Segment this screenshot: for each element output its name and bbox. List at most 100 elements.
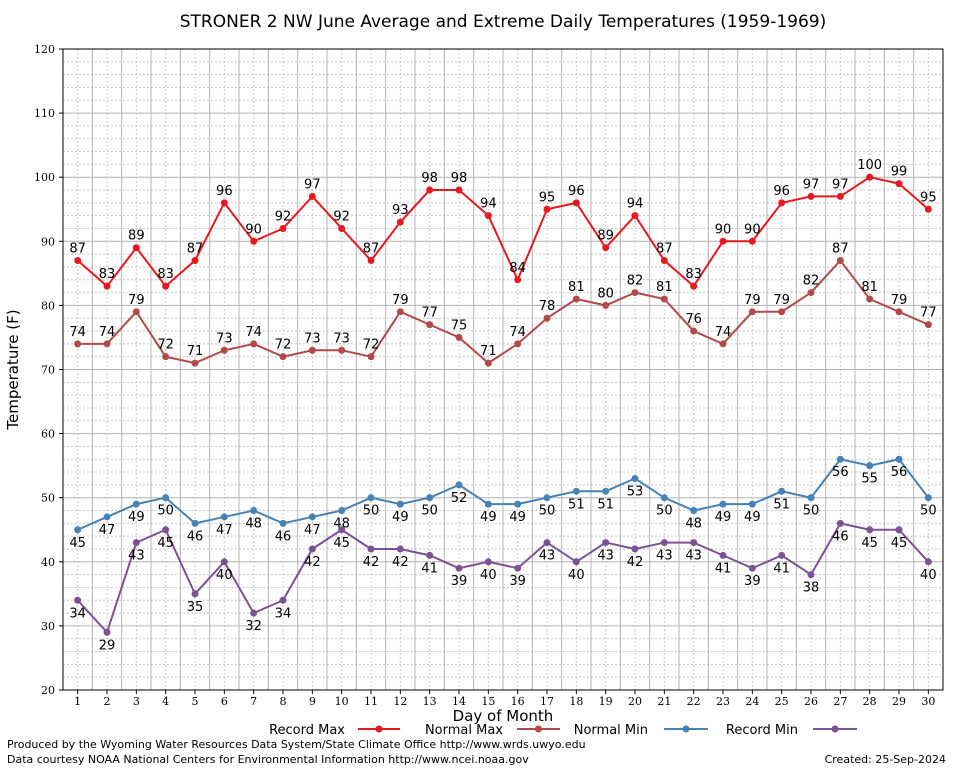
data-label-3: 43 — [128, 549, 145, 564]
data-label-2: 49 — [128, 510, 145, 525]
data-point-3 — [572, 558, 580, 566]
data-point-0 — [308, 192, 316, 200]
data-point-2 — [308, 513, 316, 521]
data-label-2: 50 — [421, 504, 438, 519]
x-tick-label: 22 — [687, 695, 701, 708]
data-point-2 — [807, 494, 815, 502]
data-label-0: 95 — [539, 190, 556, 205]
data-label-2: 49 — [744, 510, 761, 525]
data-label-3: 43 — [685, 549, 702, 564]
data-label-3: 29 — [99, 638, 116, 653]
data-label-3: 42 — [392, 555, 409, 570]
x-tick-label: 25 — [775, 695, 789, 708]
data-point-1 — [748, 308, 756, 316]
x-tick-label: 17 — [540, 695, 554, 708]
data-point-2 — [103, 513, 111, 521]
y-tick-label: 40 — [41, 556, 55, 569]
data-point-0 — [220, 199, 228, 207]
data-label-2: 51 — [568, 497, 585, 512]
legend-label-1: Normal Max — [425, 723, 503, 738]
y-tick-label: 120 — [34, 43, 55, 56]
data-point-1 — [514, 340, 522, 348]
legend-marker-3 — [831, 725, 839, 733]
data-label-2: 47 — [99, 523, 116, 538]
data-point-1 — [660, 295, 668, 303]
data-point-3 — [602, 539, 610, 547]
data-label-2: 46 — [275, 529, 292, 544]
data-point-0 — [426, 186, 434, 194]
data-point-3 — [338, 526, 346, 534]
data-point-0 — [455, 186, 463, 194]
y-tick-label: 80 — [41, 299, 55, 312]
data-label-2: 50 — [920, 504, 937, 519]
data-label-1: 79 — [392, 293, 409, 308]
data-label-1: 77 — [920, 306, 937, 321]
data-point-0 — [895, 180, 903, 188]
data-label-1: 79 — [744, 293, 761, 308]
data-label-0: 97 — [832, 177, 849, 192]
data-point-2 — [162, 494, 170, 502]
data-point-0 — [631, 212, 639, 220]
data-label-0: 87 — [187, 242, 204, 257]
data-label-1: 73 — [216, 331, 233, 346]
data-label-2: 53 — [627, 484, 644, 499]
data-point-2 — [367, 494, 375, 502]
data-point-1 — [572, 295, 580, 303]
data-point-2 — [514, 500, 522, 508]
data-label-3: 45 — [157, 536, 174, 551]
data-label-1: 80 — [597, 286, 614, 301]
x-tick-label: 8 — [280, 695, 287, 708]
x-tick-label: 23 — [716, 695, 730, 708]
data-point-1 — [220, 346, 228, 354]
data-point-3 — [866, 526, 874, 534]
data-label-1: 72 — [275, 338, 292, 353]
data-label-3: 45 — [333, 536, 350, 551]
data-label-1: 74 — [715, 325, 732, 340]
data-label-2: 56 — [891, 465, 908, 480]
chart-title: STRONER 2 NW June Average and Extreme Da… — [180, 12, 826, 32]
x-tick-label: 21 — [657, 695, 671, 708]
data-label-3: 41 — [773, 561, 790, 576]
data-point-2 — [690, 507, 698, 515]
data-label-0: 99 — [891, 165, 908, 180]
data-label-3: 43 — [656, 549, 673, 564]
data-point-0 — [162, 282, 170, 290]
data-point-2 — [191, 519, 199, 527]
data-label-3: 39 — [509, 574, 526, 589]
data-point-1 — [690, 327, 698, 335]
legend-label-3: Record Min — [726, 723, 798, 738]
data-point-1 — [807, 289, 815, 297]
x-tick-label: 26 — [804, 695, 818, 708]
data-point-3 — [924, 558, 932, 566]
x-tick-label: 12 — [393, 695, 407, 708]
data-label-0: 89 — [597, 229, 614, 244]
data-label-3: 41 — [715, 561, 732, 576]
x-tick-label: 30 — [921, 695, 935, 708]
data-point-2 — [602, 487, 610, 495]
data-point-3 — [191, 590, 199, 598]
data-point-0 — [748, 237, 756, 245]
data-point-0 — [484, 212, 492, 220]
data-point-0 — [396, 218, 404, 226]
x-tick-label: 19 — [599, 695, 613, 708]
data-point-2 — [484, 500, 492, 508]
data-point-3 — [308, 545, 316, 553]
data-point-2 — [866, 462, 874, 470]
data-label-1: 75 — [451, 318, 468, 333]
data-point-1 — [103, 340, 111, 348]
data-point-2 — [572, 487, 580, 495]
data-label-3: 45 — [861, 536, 878, 551]
data-label-2: 52 — [451, 491, 468, 506]
x-tick-label: 15 — [481, 695, 495, 708]
data-point-0 — [279, 224, 287, 232]
x-tick-label: 7 — [250, 695, 257, 708]
data-label-1: 72 — [157, 338, 174, 353]
x-tick-label: 5 — [192, 695, 199, 708]
data-label-0: 90 — [715, 222, 732, 237]
data-point-2 — [455, 481, 463, 489]
y-tick-label: 30 — [41, 620, 55, 633]
data-point-0 — [602, 244, 610, 252]
data-label-3: 39 — [451, 574, 468, 589]
data-point-0 — [132, 244, 140, 252]
